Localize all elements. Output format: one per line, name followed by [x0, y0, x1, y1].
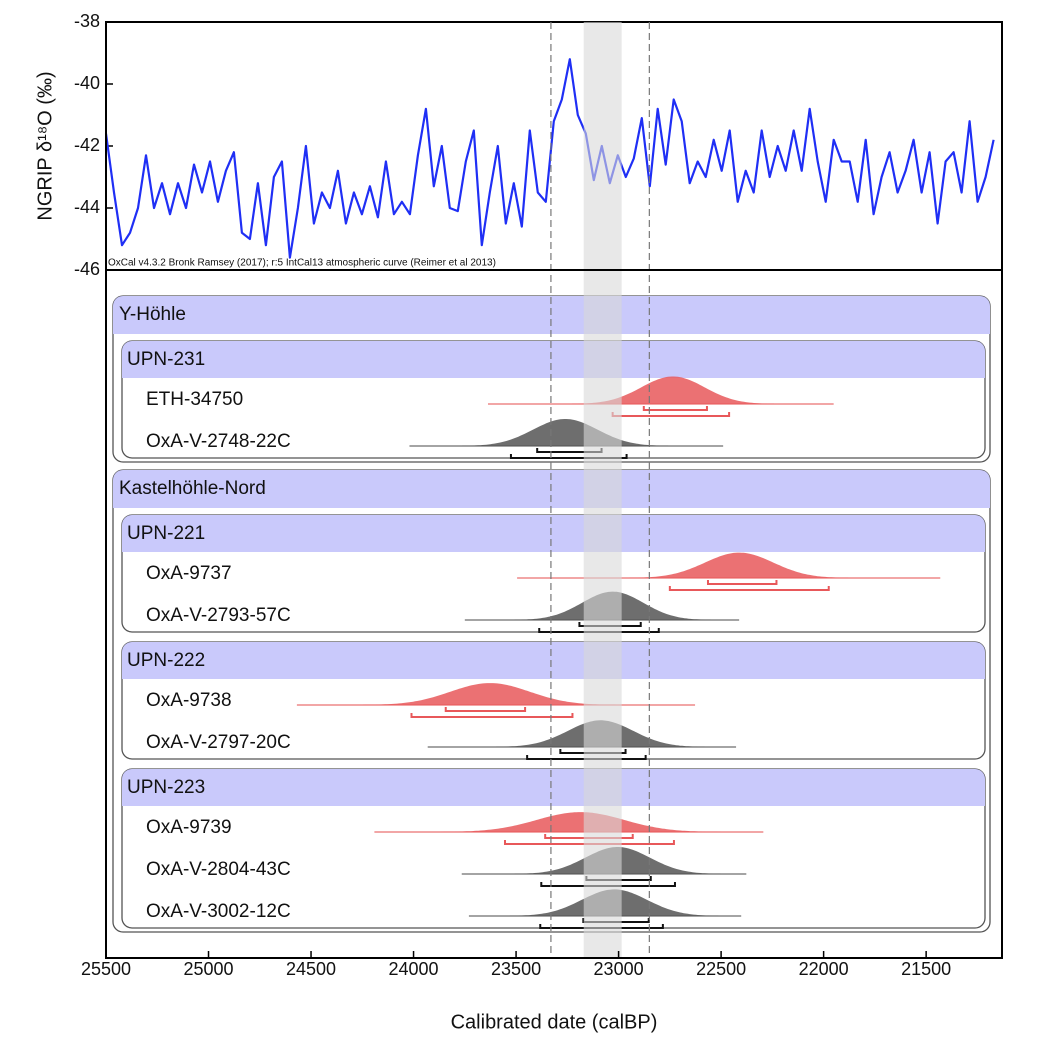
group-name: Kastelhöhle-Nord	[119, 478, 266, 499]
sample-name: OxA-V-2804-43C	[146, 859, 291, 880]
isotope-line	[104, 58, 995, 259]
sample-name: OxA-V-2797-20C	[146, 732, 291, 753]
x-tick-label: 23000	[594, 959, 644, 979]
subgroup-header	[122, 515, 985, 552]
highlight-band	[583, 22, 622, 958]
x-axis-label: Calibrated date (calBP)	[451, 1011, 658, 1033]
range-bracket	[410, 713, 574, 718]
range-bracket	[706, 580, 778, 585]
x-tick-label: 22000	[799, 959, 849, 979]
y-tick-label: -42	[74, 135, 100, 155]
distribution	[363, 683, 617, 705]
range-bracket	[668, 586, 830, 591]
sample-name: OxA-V-2748-22C	[146, 431, 291, 452]
range-bracket	[642, 406, 708, 411]
subgroup-name: UPN-231	[127, 349, 205, 370]
distribution	[571, 376, 774, 404]
sample-name: OxA-9739	[146, 817, 232, 838]
sample-name: OxA-9737	[146, 563, 232, 584]
distribution	[440, 812, 721, 832]
x-tick-label: 25500	[81, 959, 131, 979]
sample-name: ETH-34750	[146, 389, 243, 410]
subgroup-header	[122, 642, 985, 679]
y-tick-label: -44	[74, 197, 100, 217]
subgroup-name: UPN-223	[127, 777, 205, 798]
subgroup-header	[122, 769, 985, 806]
bottom-frame	[105, 269, 1003, 959]
range-bracket	[444, 707, 527, 712]
y-axis-label: NGRIP δ¹⁸O (‰)	[34, 71, 56, 220]
x-tick-label: 23500	[491, 959, 541, 979]
subgroup-header	[122, 341, 985, 378]
y-tick-label: -46	[74, 259, 100, 279]
x-tick-label: 24000	[389, 959, 439, 979]
subgroup-name: UPN-221	[127, 523, 205, 544]
y-tick-label: -38	[74, 11, 100, 31]
range-bracket	[509, 454, 628, 459]
x-tick-label: 24500	[286, 959, 336, 979]
group-name: Y-Höhle	[119, 304, 186, 325]
x-tick-label: 22500	[696, 959, 746, 979]
x-tick-label: 25000	[183, 959, 233, 979]
y-tick-label: -40	[74, 73, 100, 93]
calibration-note: OxCal v4.3.2 Bronk Ramsey (2017); r:5 In…	[108, 258, 496, 269]
sample-name: OxA-9738	[146, 690, 232, 711]
x-tick-label: 21500	[901, 959, 951, 979]
sample-name: OxA-V-2793-57C	[146, 605, 291, 626]
distribution	[629, 552, 849, 578]
subgroup-name: UPN-222	[127, 650, 205, 671]
sample-name: OxA-V-3002-12C	[146, 901, 291, 922]
